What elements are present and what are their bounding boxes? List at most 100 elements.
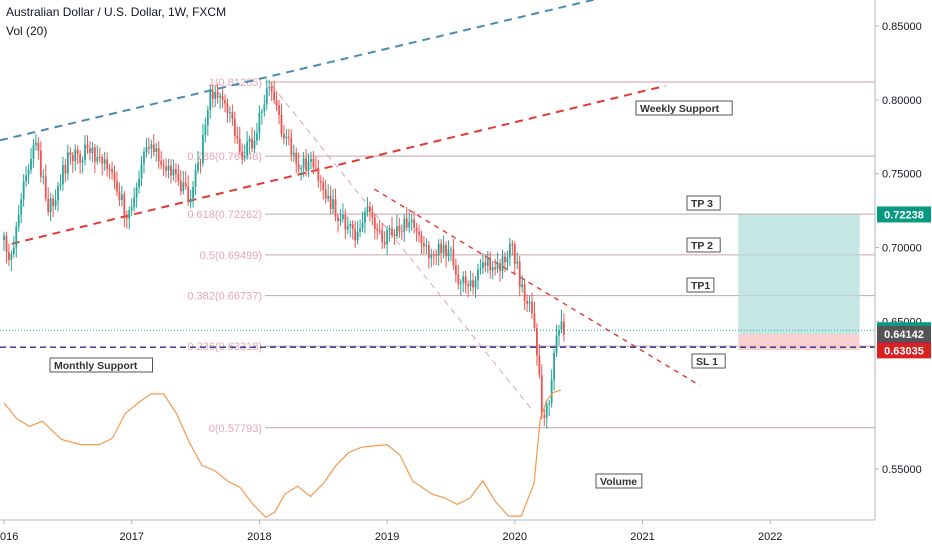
candle-body bbox=[59, 184, 62, 186]
candle-body bbox=[226, 103, 229, 114]
candle-body bbox=[113, 172, 116, 182]
candle-body bbox=[508, 243, 511, 258]
candle-body bbox=[373, 217, 376, 229]
candle-body bbox=[172, 169, 175, 176]
candle-body bbox=[86, 144, 89, 149]
x-tick-label: 2017 bbox=[119, 531, 143, 543]
candle-body bbox=[206, 110, 209, 126]
candle-body bbox=[27, 169, 30, 176]
candle-body bbox=[467, 284, 470, 287]
candle-body bbox=[307, 161, 310, 171]
candle-body bbox=[197, 162, 199, 171]
fib-level-label: 0.382(0.66737) bbox=[187, 291, 262, 303]
fib-diagonal-line bbox=[271, 85, 535, 413]
candle-body bbox=[479, 268, 482, 270]
candle-body bbox=[211, 90, 214, 99]
candle-body bbox=[486, 258, 489, 266]
annotation-tp-3: TP 3 bbox=[691, 198, 713, 210]
candle-body bbox=[521, 284, 524, 288]
candle-body bbox=[37, 142, 40, 151]
candle-body bbox=[393, 235, 396, 237]
candle-body bbox=[152, 144, 155, 153]
candle-body bbox=[74, 149, 77, 162]
candle-body bbox=[504, 256, 506, 263]
x-tick-label: 2021 bbox=[630, 531, 654, 543]
candle-body bbox=[452, 249, 455, 266]
candle-body bbox=[258, 112, 261, 133]
volume-indicator-label[interactable]: Vol (20) bbox=[6, 24, 48, 38]
candle-body bbox=[150, 144, 153, 149]
candle-body bbox=[62, 165, 64, 185]
candle-body bbox=[553, 352, 555, 380]
candle-body bbox=[462, 276, 465, 283]
annotation-volume: Volume bbox=[600, 476, 637, 488]
candle-body bbox=[312, 159, 315, 168]
candle-body bbox=[71, 155, 74, 162]
candle-body bbox=[189, 198, 192, 203]
candle-body bbox=[440, 243, 443, 254]
annotation-volume-box bbox=[595, 473, 643, 489]
candle-body bbox=[106, 159, 109, 169]
candle-body bbox=[64, 165, 67, 174]
candle-body bbox=[231, 112, 234, 119]
candle-body bbox=[241, 151, 244, 159]
candle-body bbox=[175, 169, 177, 174]
candle-body bbox=[533, 313, 536, 328]
annotation-tp-3-box bbox=[686, 195, 721, 211]
candle-body bbox=[457, 274, 460, 285]
candle-body bbox=[167, 165, 170, 171]
candle-body bbox=[310, 159, 312, 162]
volume-line bbox=[3, 389, 561, 519]
candle-body bbox=[454, 265, 457, 275]
candle-body bbox=[354, 228, 357, 241]
annotation-tp1-box bbox=[686, 277, 715, 293]
candle-body bbox=[84, 144, 86, 161]
candle-body bbox=[165, 166, 167, 171]
candle-body bbox=[101, 157, 104, 164]
candle-body bbox=[415, 227, 418, 232]
candle-body bbox=[155, 148, 158, 153]
candle-body bbox=[398, 226, 401, 232]
candle-body bbox=[290, 138, 293, 155]
candle-body bbox=[516, 261, 519, 264]
candle-body bbox=[445, 245, 447, 257]
annotation-tp-2: TP 2 bbox=[691, 240, 713, 252]
candle-body bbox=[270, 86, 273, 92]
annotation-tp1: TP1 bbox=[691, 280, 710, 292]
candle-body bbox=[430, 254, 433, 259]
candle-body bbox=[42, 176, 45, 178]
candle-body bbox=[57, 185, 59, 201]
candle-body bbox=[334, 199, 337, 218]
candle-body bbox=[400, 231, 403, 233]
candle-body bbox=[459, 282, 462, 285]
candle-body bbox=[229, 112, 231, 114]
candle-body bbox=[356, 231, 359, 241]
candle-body bbox=[138, 178, 140, 188]
fib-level-label: 0(0.57793) bbox=[209, 423, 262, 435]
candle-body bbox=[305, 158, 307, 171]
candle-body bbox=[251, 138, 253, 149]
candle-body bbox=[143, 152, 145, 164]
candle-body bbox=[111, 168, 113, 173]
candle-body bbox=[273, 91, 276, 101]
candle-body bbox=[123, 194, 126, 216]
weekly-support-line bbox=[11, 84, 666, 245]
candle-body bbox=[405, 218, 408, 228]
x-tick-label: 2020 bbox=[503, 531, 527, 543]
candle-body bbox=[319, 180, 322, 183]
candle-body bbox=[209, 90, 212, 111]
candle-body bbox=[408, 221, 411, 228]
candle-body bbox=[81, 160, 84, 163]
candle-body bbox=[548, 403, 551, 405]
candle-body bbox=[285, 136, 288, 139]
candle-body bbox=[140, 163, 143, 179]
candle-body bbox=[76, 149, 79, 154]
candle-body bbox=[253, 140, 256, 149]
candle-body bbox=[555, 335, 558, 353]
candle-body bbox=[179, 180, 182, 192]
y-tick-label: 0.75000 bbox=[882, 169, 922, 181]
candle-body bbox=[233, 118, 236, 136]
candle-body bbox=[246, 141, 249, 156]
